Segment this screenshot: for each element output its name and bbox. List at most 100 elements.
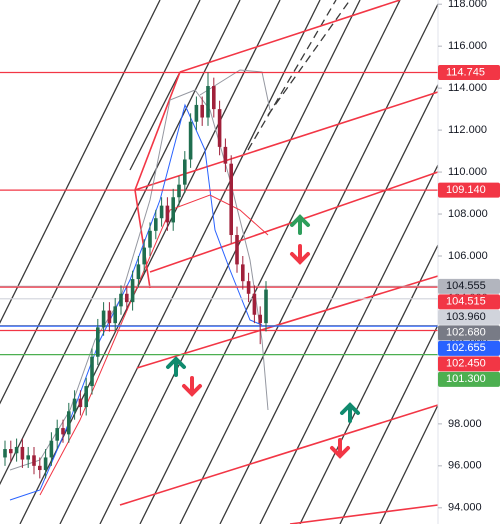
- candle-body: [55, 428, 59, 441]
- candle-body: [258, 314, 262, 324]
- arrows: [166, 214, 360, 459]
- y-tick-label: 106.000: [448, 250, 488, 262]
- diagonal-line: [0, 0, 161, 324]
- diagonal-line: [129, 71, 181, 171]
- candle-body: [67, 411, 71, 435]
- y-tick-label: 98.000: [448, 418, 482, 430]
- diagonal-line: [179, 0, 441, 524]
- candle-body: [38, 465, 42, 471]
- red-trend-lines: [119, 0, 439, 524]
- diagonal-line: [0, 0, 201, 405]
- y-tick-label: 114.000: [448, 82, 487, 94]
- drawings: [0, 0, 481, 524]
- candle-body: [43, 457, 48, 471]
- price-tag: [438, 340, 500, 356]
- candle-body: [96, 327, 100, 357]
- y-tick-label: 108.000: [448, 208, 488, 220]
- price-tag: [438, 294, 500, 310]
- candle-body: [136, 264, 141, 280]
- moving-average: [39, 194, 269, 496]
- price-tag-label: 104.515: [446, 296, 486, 308]
- candle-body: [90, 356, 94, 387]
- price-tag: [438, 182, 500, 198]
- candle-body: [235, 235, 239, 265]
- diagonal-line: [99, 0, 361, 524]
- down-arrow: [290, 244, 310, 265]
- candle-body: [252, 293, 257, 315]
- trend-line: [134, 71, 181, 191]
- candle-body: [188, 121, 193, 160]
- candle-body: [72, 398, 77, 412]
- diagonal-line: [379, 404, 439, 524]
- price-tag-label: 109.140: [446, 184, 486, 196]
- candle-body: [264, 289, 268, 324]
- candle-body: [20, 446, 25, 460]
- candle-body: [206, 86, 210, 118]
- candle-body: [101, 310, 106, 328]
- candle-body: [9, 449, 13, 454]
- price-tag-label: 103.960: [446, 311, 486, 323]
- y-tick-label: 110.000: [448, 166, 487, 178]
- price-tag-label: 102.655: [446, 342, 486, 354]
- trend-line: [289, 504, 439, 524]
- candle-body: [212, 86, 216, 110]
- price-tag-label: 101.300: [446, 373, 486, 385]
- candle-body: [241, 264, 245, 282]
- candle-body: [217, 109, 222, 147]
- price-tag: [438, 371, 500, 387]
- candle-body: [246, 281, 251, 294]
- candle-body: [113, 306, 117, 324]
- candle-body: [49, 440, 54, 458]
- price-tag: [438, 325, 500, 341]
- price-tag: [438, 356, 500, 372]
- candle-body: [223, 146, 228, 164]
- trend-line: [134, 189, 151, 289]
- candle-body: [107, 310, 112, 324]
- candle-body: [78, 398, 83, 408]
- candle-body: [142, 247, 146, 265]
- candle-body: [194, 104, 199, 122]
- down-arrow: [330, 438, 350, 459]
- median-line: [267, 0, 351, 116]
- candle-body: [26, 455, 30, 460]
- diagonal-line: [219, 0, 481, 524]
- trend-line: [136, 275, 439, 369]
- up-arrow: [290, 214, 310, 235]
- price-tag-label: 114.745: [446, 66, 485, 78]
- candle-body: [61, 428, 65, 435]
- up-arrow: [166, 356, 186, 377]
- down-arrow: [182, 376, 202, 397]
- candle-body: [125, 293, 129, 303]
- candle-body: [177, 184, 181, 198]
- diagonal-line: [339, 324, 439, 524]
- candle-body: [130, 279, 135, 303]
- y-tick-label: 112.000: [448, 124, 487, 136]
- trend-line: [179, 0, 401, 73]
- y-tick-label: 94.000: [448, 502, 482, 514]
- candle-body: [171, 197, 175, 223]
- candle-body: [3, 449, 7, 458]
- candle-body: [32, 455, 36, 466]
- upper-band: [9, 89, 269, 471]
- diagonal-line: [299, 244, 439, 524]
- price-tag-label: 102.450: [446, 358, 486, 370]
- y-tick-label: 118.000: [448, 0, 487, 10]
- candle-body: [84, 386, 88, 408]
- candle-body: [229, 163, 233, 236]
- upper-band: [199, 69, 271, 111]
- price-axis: [438, 0, 502, 524]
- candle-body: [159, 205, 164, 219]
- price-tag-label: 104.555: [446, 280, 486, 292]
- moving-average: [9, 103, 263, 501]
- diagonal-line: [259, 164, 439, 524]
- price-tag: [438, 309, 500, 325]
- candle-body: [148, 230, 152, 248]
- candle-body: [165, 205, 170, 223]
- diagonal-line: [0, 0, 241, 486]
- candle-body: [183, 159, 187, 185]
- price-tag-label: 102.680: [446, 327, 486, 339]
- candle-body: [14, 446, 19, 454]
- candle-body: [154, 218, 158, 231]
